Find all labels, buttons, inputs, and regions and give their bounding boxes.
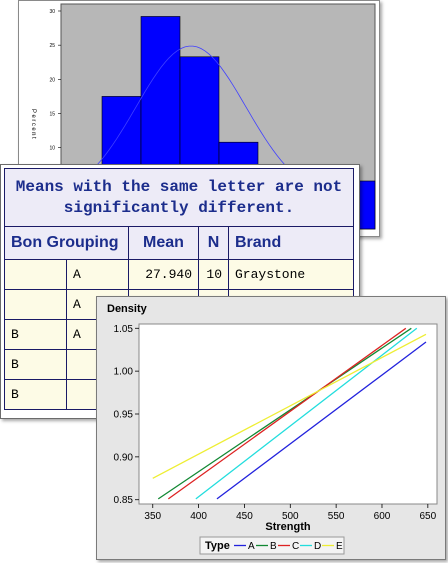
n-value: 10 [198, 259, 229, 290]
density-series-line-b [157, 327, 412, 500]
density-y-tick-label: 0.95 [114, 410, 134, 421]
table-row: A 27.940 10 Graystone [4, 259, 354, 290]
header-brand: Brand [228, 226, 354, 260]
legend-label-a: A [248, 541, 255, 552]
density-x-tick-label: 400 [190, 511, 207, 522]
density-lines [152, 327, 427, 500]
density-series-line-c [167, 327, 407, 500]
header-mean: Mean [128, 226, 199, 260]
density-y-tick-label: 0.85 [114, 495, 134, 506]
legend-label-c: C [292, 541, 299, 552]
density-plot-window: Density 1.05 1.00 0.95 0.90 0.85 350 400 450 50… [96, 296, 446, 560]
density-y-tick-label: 1.00 [114, 367, 134, 378]
histogram-y-tick-label: 25 [49, 43, 55, 49]
brand-value: Graystone [228, 259, 354, 290]
density-plot-area [138, 323, 438, 505]
table-header-row: Bon Grouping Mean N Brand [4, 226, 354, 260]
density-series-line-d [195, 327, 418, 500]
grouping-letter-2: A [66, 259, 129, 290]
header-bon-grouping: Bon Grouping [4, 226, 129, 260]
table-title: Means with the same letter are not signi… [4, 168, 354, 227]
table-title-line2: significantly different. [63, 198, 295, 217]
legend-frame [199, 536, 345, 555]
density-series-line-a [216, 341, 427, 500]
density-x-tick-label: 450 [236, 511, 253, 522]
legend-label-d: D [314, 541, 321, 552]
density-x-tick-label: 550 [328, 511, 345, 522]
grouping-letter-1 [4, 289, 67, 320]
legend-label-e: E [336, 541, 343, 552]
grouping-letter-1 [4, 259, 67, 290]
table-title-line1: Means with the same letter are not [15, 177, 343, 196]
histogram-y-tick-label: 10 [49, 146, 55, 152]
density-x-axis: 350 400 450 500 550 600 650 [144, 504, 437, 522]
legend-title: Type [205, 540, 230, 552]
legend-label-b: B [270, 541, 277, 552]
legend-items: A B C D E [234, 541, 343, 552]
density-x-tick-label: 350 [144, 511, 161, 522]
density-x-tick-label: 650 [419, 511, 436, 522]
histogram-y-label: Percent [30, 109, 36, 140]
density-y-label: Density [107, 303, 148, 315]
grouping-letter-1: B [4, 319, 67, 350]
density-legend: Type A B C D E [199, 536, 345, 555]
histogram-y-axis: 30 25 20 15 10 [49, 9, 61, 152]
density-y-tick-label: 1.05 [114, 324, 134, 335]
mean-value: 27.940 [128, 259, 199, 290]
header-n: N [198, 226, 229, 260]
density-series-line-e [152, 333, 427, 479]
grouping-letter-1: B [4, 349, 67, 380]
histogram-y-tick-label: 15 [49, 112, 55, 118]
density-chart: Density 1.05 1.00 0.95 0.90 0.85 350 400 450 50… [107, 303, 438, 555]
histogram-y-tick-label: 20 [49, 77, 55, 83]
density-x-tick-label: 500 [282, 511, 299, 522]
density-x-label: Strength [265, 521, 311, 533]
density-x-tick-label: 600 [374, 511, 391, 522]
histogram-y-tick-label: 30 [49, 9, 55, 15]
grouping-letter-1: B [4, 379, 67, 410]
density-y-axis: 1.05 1.00 0.95 0.90 0.85 [114, 324, 139, 506]
density-y-tick-label: 0.90 [114, 452, 134, 463]
